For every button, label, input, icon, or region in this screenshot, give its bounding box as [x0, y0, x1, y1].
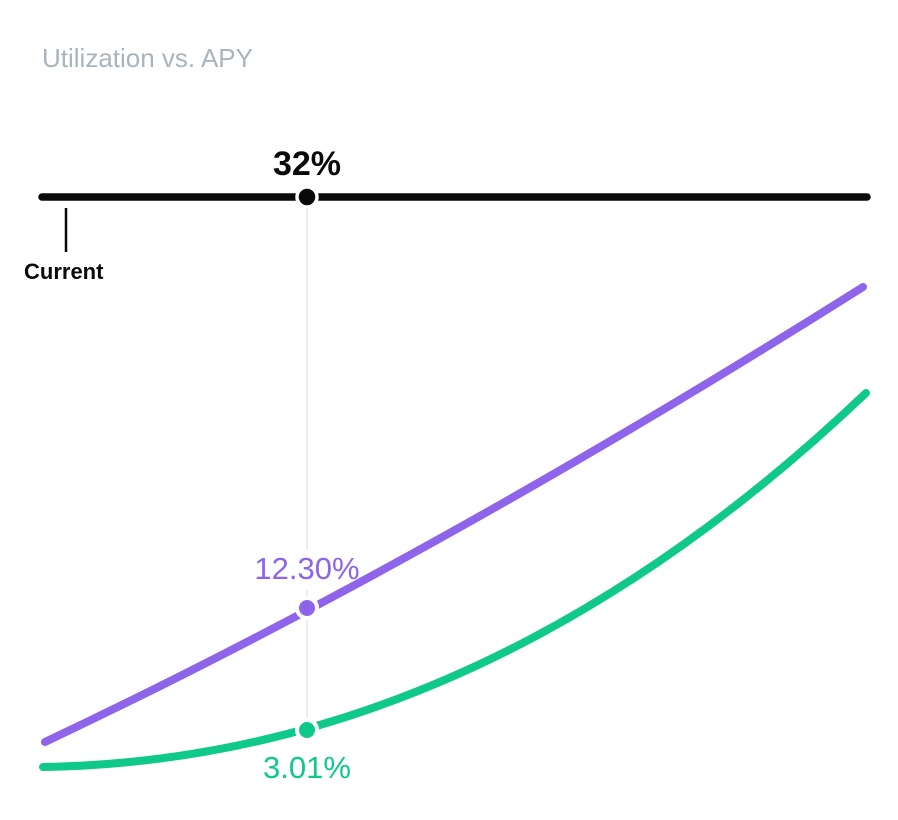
purple-apy-value-label: 12.30%	[254, 551, 360, 586]
utilization-slider-handle[interactable]	[295, 185, 319, 209]
current-label: Current	[24, 259, 104, 284]
purple-curve-marker-dot	[295, 596, 319, 620]
chart-title: Utilization vs. APY	[42, 43, 253, 73]
green-apy-curve	[39, 389, 870, 771]
current-utilization-value: 32%	[272, 145, 342, 183]
green-curve-marker-dot	[295, 718, 319, 742]
purple-apy-curve	[41, 283, 867, 746]
green-apy-value-label: 3.01%	[263, 750, 351, 785]
